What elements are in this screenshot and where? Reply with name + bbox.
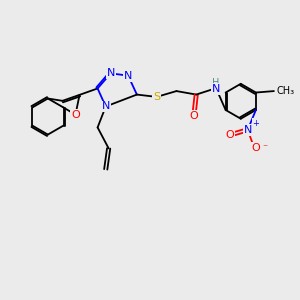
Text: O: O: [71, 110, 80, 120]
Text: H: H: [212, 78, 220, 88]
Text: O: O: [251, 143, 260, 153]
Text: S: S: [153, 92, 160, 102]
Text: ⁻: ⁻: [262, 143, 268, 153]
Text: CH₃: CH₃: [276, 86, 294, 96]
Text: O: O: [225, 130, 234, 140]
Text: N: N: [244, 125, 252, 135]
Text: +: +: [252, 119, 259, 128]
Text: O: O: [190, 110, 198, 121]
Text: N: N: [106, 68, 115, 78]
Text: N: N: [124, 71, 132, 81]
Text: N: N: [212, 84, 220, 94]
Text: N: N: [102, 101, 110, 112]
